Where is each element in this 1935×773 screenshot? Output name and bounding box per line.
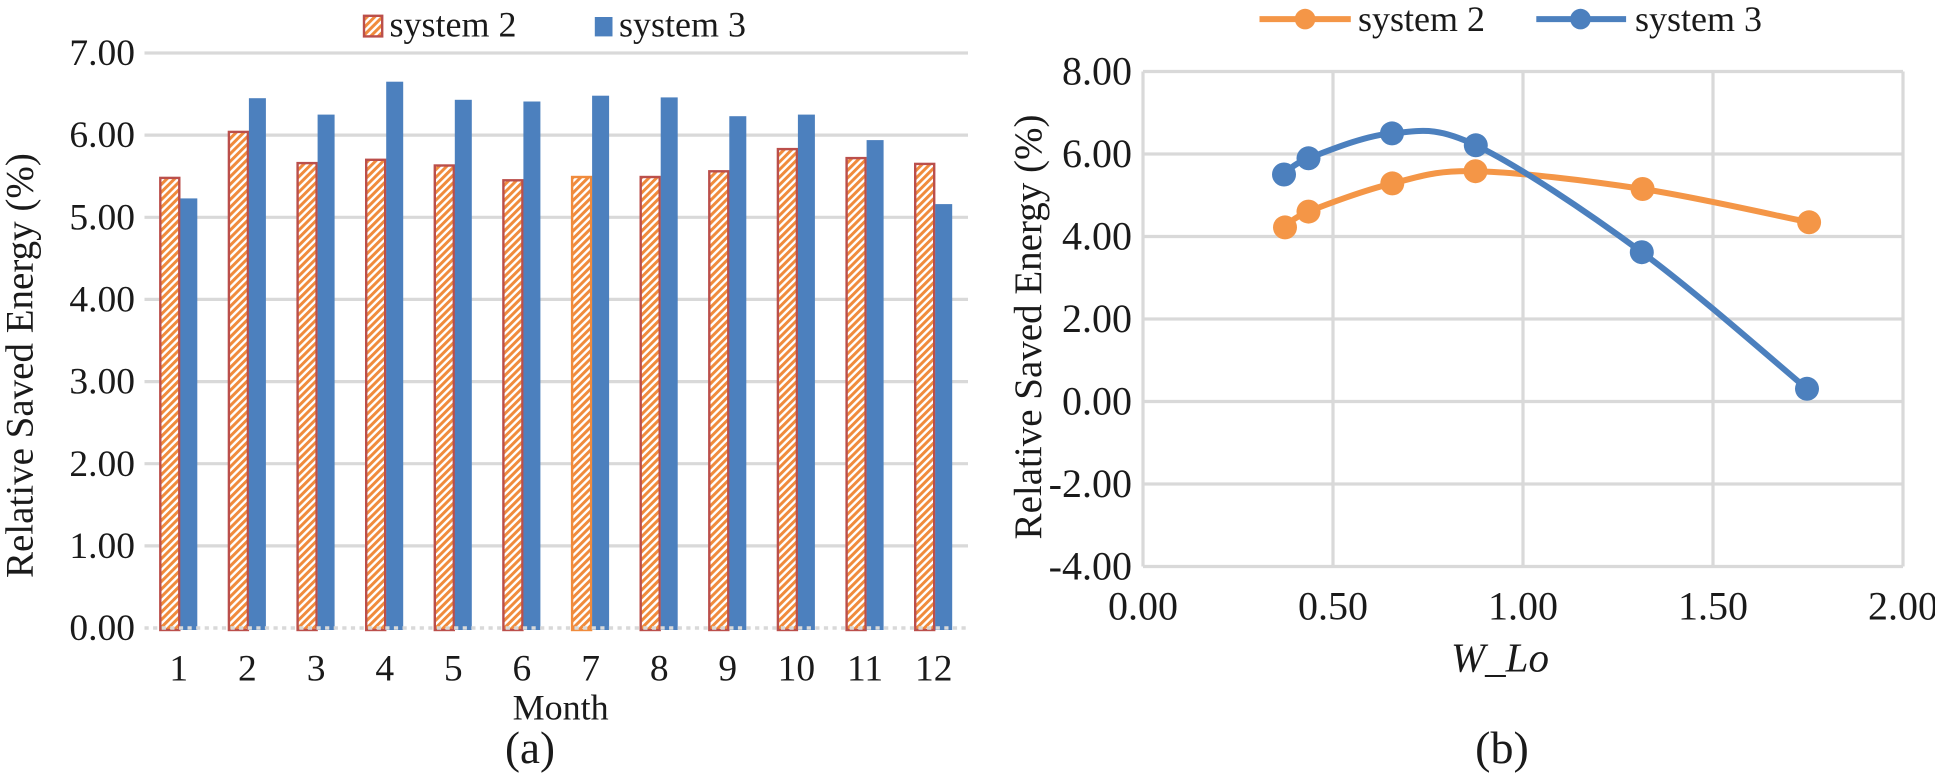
svg-text:system 3: system 3 (619, 4, 746, 44)
svg-text:system 2: system 2 (1358, 0, 1485, 39)
svg-text:system 3: system 3 (1635, 0, 1762, 39)
svg-text:6: 6 (513, 649, 532, 690)
svg-text:6.00: 6.00 (69, 115, 135, 156)
svg-text:4: 4 (375, 649, 394, 690)
svg-text:0.00: 0.00 (1108, 584, 1178, 629)
svg-text:9: 9 (718, 649, 737, 690)
svg-text:3.00: 3.00 (69, 362, 135, 403)
svg-text:5: 5 (444, 649, 463, 690)
svg-text:8.00: 8.00 (1062, 49, 1132, 94)
svg-text:2.00: 2.00 (1062, 296, 1132, 341)
svg-text:1: 1 (169, 649, 188, 690)
svg-text:4.00: 4.00 (1062, 214, 1132, 259)
svg-text:0.00: 0.00 (1062, 379, 1132, 424)
svg-text:5.00: 5.00 (69, 197, 135, 238)
svg-text:3: 3 (307, 649, 326, 690)
svg-text:-2.00: -2.00 (1049, 461, 1132, 506)
svg-text:-4.00: -4.00 (1049, 544, 1132, 589)
svg-text:10: 10 (778, 649, 816, 690)
svg-text:W_Lo: W_Lo (1451, 635, 1549, 681)
svg-text:0.50: 0.50 (1298, 584, 1368, 629)
svg-text:12: 12 (915, 649, 953, 690)
svg-text:8: 8 (650, 649, 669, 690)
svg-text:1.00: 1.00 (1488, 584, 1558, 629)
svg-text:Month: Month (513, 688, 609, 728)
svg-text:2.00: 2.00 (1868, 584, 1935, 629)
svg-text:2.00: 2.00 (69, 444, 135, 485)
svg-text:0.00: 0.00 (69, 608, 135, 649)
svg-text:(b): (b) (1475, 722, 1529, 773)
svg-text:Relative Saved Energy (%): Relative Saved Energy (%) (1007, 115, 1050, 540)
svg-text:Relative Saved Energy (%): Relative Saved Energy (%) (0, 153, 42, 578)
svg-text:2: 2 (238, 649, 257, 690)
svg-text:7: 7 (581, 649, 600, 690)
svg-text:4.00: 4.00 (69, 280, 135, 321)
svg-text:7.00: 7.00 (69, 33, 135, 74)
svg-text:system 2: system 2 (390, 4, 517, 44)
svg-text:1.00: 1.00 (69, 526, 135, 567)
svg-text:(a): (a) (505, 723, 555, 773)
svg-text:11: 11 (847, 649, 883, 690)
svg-text:6.00: 6.00 (1062, 131, 1132, 176)
svg-text:1.50: 1.50 (1678, 584, 1748, 629)
